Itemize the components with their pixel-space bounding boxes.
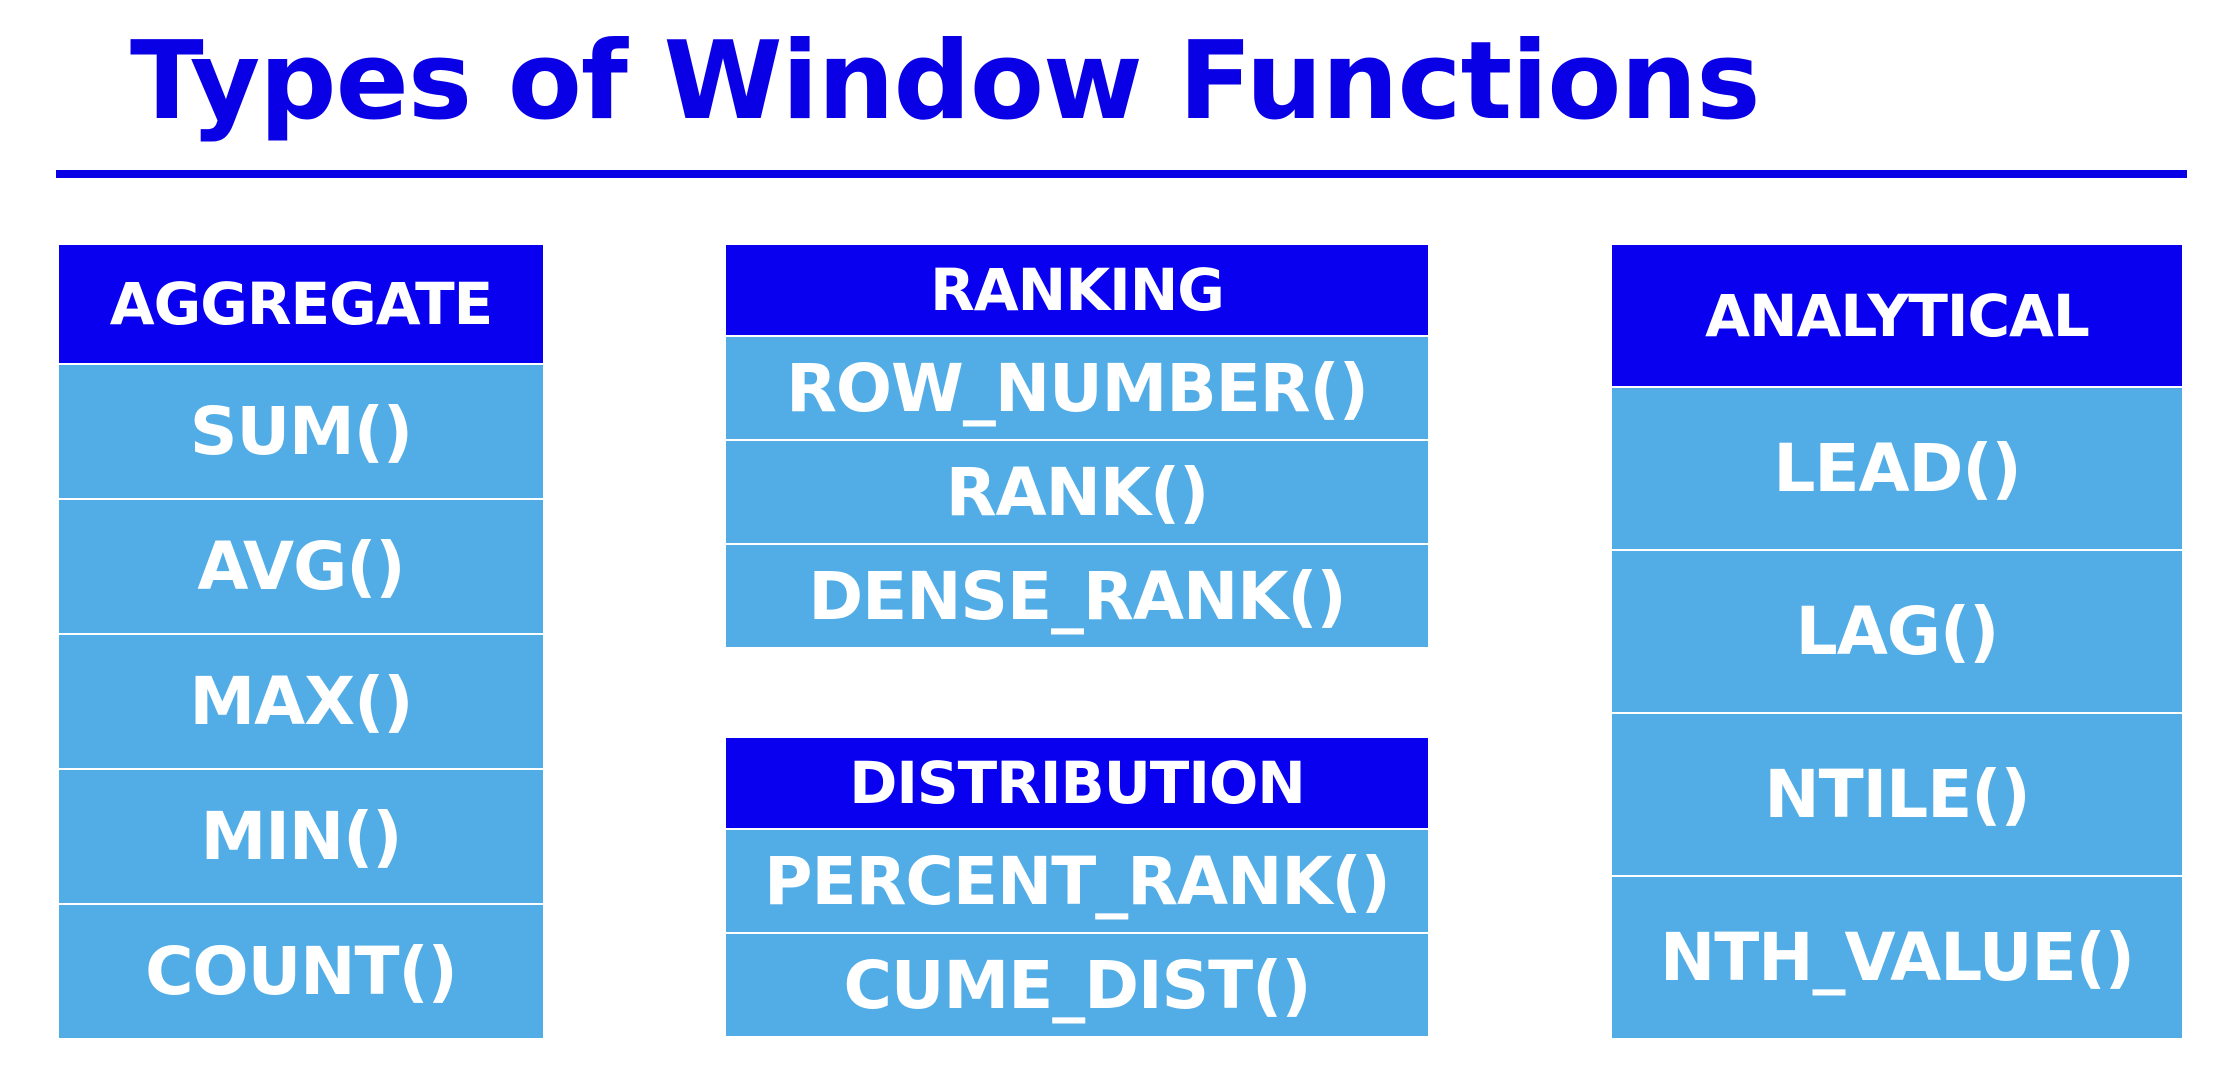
- ranking-item: RANK(): [726, 439, 1428, 543]
- aggregate-item: SUM(): [59, 363, 543, 498]
- analytical-item: LEAD(): [1612, 386, 2182, 549]
- ranking-table: RANKING ROW_NUMBER() RANK() DENSE_RANK(): [726, 245, 1428, 647]
- analytical-item: NTH_VALUE(): [1612, 875, 2182, 1038]
- analytical-table: ANALYTICAL LEAD() LAG() NTILE() NTH_VALU…: [1612, 245, 2182, 1038]
- aggregate-item: AVG(): [59, 498, 543, 633]
- distribution-header: DISTRIBUTION: [726, 738, 1428, 828]
- aggregate-item: MAX(): [59, 633, 543, 768]
- title-divider: [56, 170, 2187, 178]
- analytical-item: LAG(): [1612, 549, 2182, 712]
- ranking-item: DENSE_RANK(): [726, 543, 1428, 647]
- distribution-item: CUME_DIST(): [726, 932, 1428, 1036]
- page-title: Types of Window Functions: [130, 19, 1761, 144]
- aggregate-item: COUNT(): [59, 903, 543, 1038]
- aggregate-item: MIN(): [59, 768, 543, 903]
- aggregate-table: AGGREGATE SUM() AVG() MAX() MIN() COUNT(…: [59, 245, 543, 1038]
- ranking-header: RANKING: [726, 245, 1428, 335]
- analytical-item: NTILE(): [1612, 712, 2182, 875]
- analytical-header: ANALYTICAL: [1612, 245, 2182, 386]
- ranking-item: ROW_NUMBER(): [726, 335, 1428, 439]
- distribution-table: DISTRIBUTION PERCENT_RANK() CUME_DIST(): [726, 738, 1428, 1036]
- distribution-item: PERCENT_RANK(): [726, 828, 1428, 932]
- aggregate-header: AGGREGATE: [59, 245, 543, 363]
